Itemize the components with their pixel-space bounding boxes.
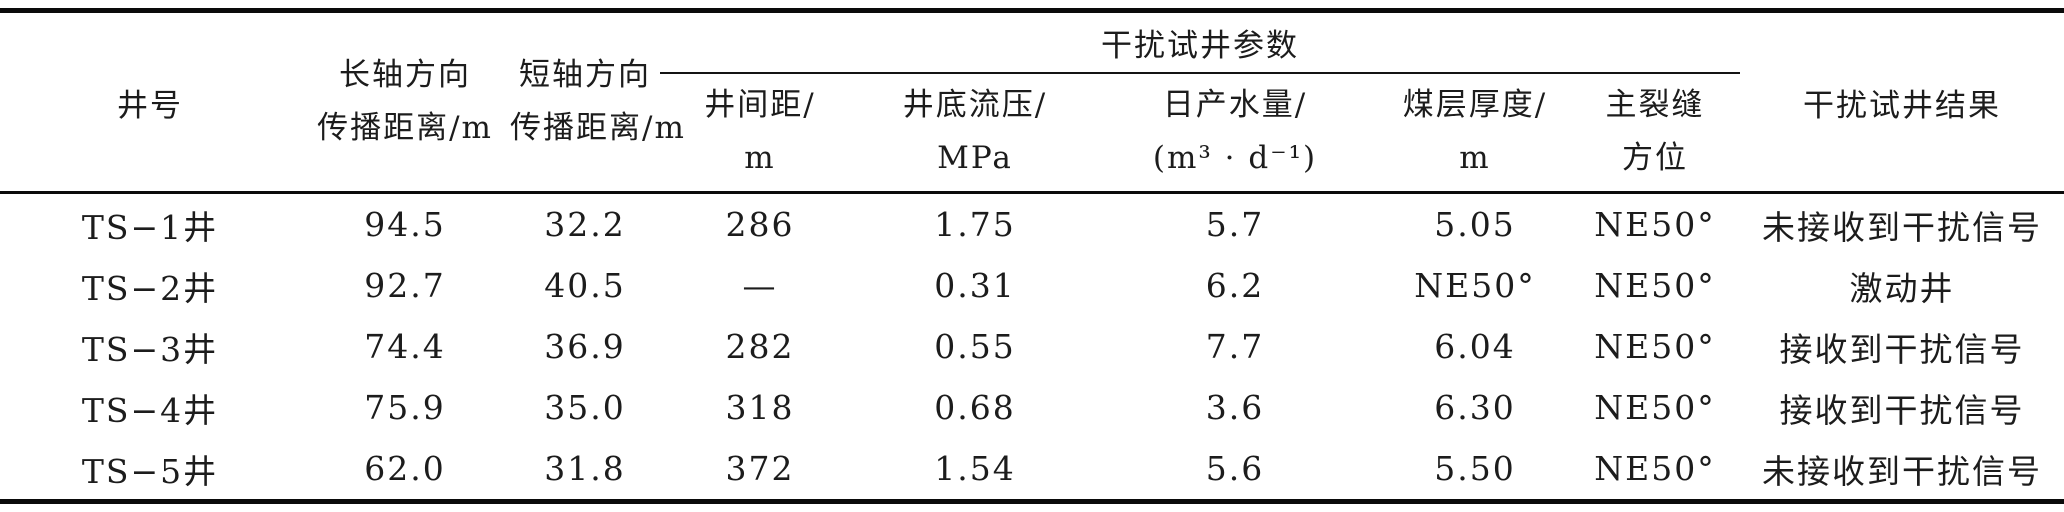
cell-well-spacing: 286 [660, 191, 860, 255]
col-header-daily-water-line1: 日产水量/ [1162, 86, 1308, 123]
cell-bottomhole-pressure: 0.55 [934, 327, 1016, 366]
cell-long-axis: 75.9 [364, 388, 446, 427]
col-header-long-axis-line1: 长轴方向 [339, 56, 471, 93]
cell-well-id: TS−5井 [81, 451, 219, 491]
col-header-well-spacing: 井间距/ m [660, 73, 860, 193]
cell-main-fracture: NE50° [1594, 449, 1716, 488]
cell-coal-thickness: NE50° [1414, 266, 1536, 305]
table-row-ts5: TS−5井 62.0 31.8 372 1.54 5.6 5.50 NE50° … [0, 438, 2064, 502]
cell-daily-water: 6.2 [1205, 266, 1265, 305]
interference-well-test-table: 井号 长轴方向 传播距离/m 短轴方向 传播距离/m 干扰试井参数 干扰试井结果… [0, 8, 2064, 504]
col-header-daily-water-output: 日产水量/ (m³ · d⁻¹) [1090, 73, 1380, 193]
cell-bottomhole-pressure: 0.68 [934, 388, 1016, 427]
cell-test-result: 未接收到干扰信号 [1762, 451, 2043, 491]
col-header-long-axis-line2: 传播距离/m [317, 110, 493, 146]
cell-well-spacing: — [742, 266, 778, 305]
cell-daily-water: 3.6 [1205, 388, 1265, 427]
header-row-sub: 井间距/ m 井底流压/ MPa 日产水量/ (m³ · d⁻¹) 煤层厚度/ … [0, 73, 2064, 193]
cell-short-axis: 36.9 [544, 327, 626, 366]
col-header-short-axis-line1: 短轴方向 [519, 56, 651, 93]
cell-long-axis: 92.7 [364, 266, 446, 305]
cell-coal-thickness: 5.05 [1380, 191, 1570, 255]
cell-long-axis: 62.0 [364, 449, 446, 488]
cell-well-id: TS−1井 [0, 191, 300, 255]
col-header-bottomhole-pressure: 井底流压/ MPa [860, 73, 1090, 193]
cell-well-spacing: 318 [725, 388, 795, 427]
col-header-short-axis-distance: 短轴方向 传播距离/m [510, 11, 686, 193]
cell-test-result: 未接收到干扰信号 [1740, 191, 2064, 255]
cell-well-spacing: 372 [725, 449, 795, 488]
cell-well-id: TS−3井 [81, 329, 219, 369]
cell-short-axis: 32.2 [510, 191, 660, 255]
cell-test-result: 激动井 [1849, 268, 1955, 308]
cell-main-fracture: NE50° [1594, 388, 1716, 427]
col-header-coal-seam-thickness: 煤层厚度/ m [1380, 73, 1570, 193]
col-header-bottomhole-pressure-line1: 井底流压/ [902, 86, 1048, 123]
cell-bottomhole-pressure: 1.54 [934, 449, 1016, 488]
cell-test-result: 接收到干扰信号 [1779, 329, 2025, 369]
cell-test-result: 接收到干扰信号 [1779, 390, 2025, 430]
table-row-ts1: TS−1井 94.5 32.2 286 1.75 5.7 5.05 NE50° … [0, 191, 2064, 255]
col-header-main-fracture-line2: 方位 [1622, 140, 1689, 177]
table-body: TS−1井 94.5 32.2 286 1.75 5.7 5.05 NE50° … [0, 191, 2064, 502]
col-header-well-id: 井号 [117, 87, 183, 124]
cell-bottomhole-pressure: 0.31 [934, 266, 1016, 305]
cell-long-axis: 94.5 [300, 191, 510, 255]
table-row-ts2: TS−2井 92.7 40.5 — 0.31 6.2 NE50° NE50° 激… [0, 255, 2064, 316]
cell-daily-water: 7.7 [1205, 327, 1265, 366]
cell-well-id: TS−2井 [81, 268, 219, 308]
cell-coal-thickness: 6.04 [1434, 327, 1516, 366]
cell-main-fracture: NE50° [1594, 327, 1716, 366]
table-row-ts4: TS−4井 75.9 35.0 318 0.68 3.6 6.30 NE50° … [0, 377, 2064, 438]
cell-coal-thickness: 5.50 [1434, 449, 1516, 488]
cell-daily-water: 5.7 [1090, 191, 1380, 255]
cell-coal-thickness: 6.30 [1434, 388, 1516, 427]
cell-daily-water: 5.6 [1205, 449, 1265, 488]
col-header-long-axis-distance: 长轴方向 传播距离/m [300, 11, 510, 193]
col-header-well-spacing-line1: 井间距/ [704, 86, 816, 123]
col-header-coal-thickness-line1: 煤层厚度/ [1402, 86, 1548, 123]
cell-main-fracture: NE50° [1570, 191, 1741, 255]
col-header-main-fracture-line1: 主裂缝 [1605, 86, 1705, 123]
header-row-top: 井号 长轴方向 传播距离/m 短轴方向 传播距离/m 干扰试井参数 干扰试井结果 [0, 10, 2064, 146]
cell-main-fracture: NE50° [1594, 266, 1716, 305]
col-header-well-spacing-line2: m [744, 140, 776, 177]
col-header-daily-water-line2: (m³ · d⁻¹) [1152, 140, 1318, 177]
cell-short-axis: 40.5 [544, 266, 626, 305]
col-header-coal-thickness-line2: m [1459, 140, 1491, 177]
cell-bottomhole-pressure: 1.75 [860, 191, 1090, 255]
group-header-interference-test-params: 干扰试井参数 [660, 10, 1741, 74]
table-header: 井号 长轴方向 传播距离/m 短轴方向 传播距离/m 干扰试井参数 干扰试井结果… [0, 10, 2064, 193]
col-header-short-axis-line2: 传播距离/m [510, 110, 686, 146]
col-header-main-fracture-azimuth: 主裂缝 方位 [1570, 73, 1740, 193]
cell-long-axis: 74.4 [364, 327, 446, 366]
cell-short-axis: 35.0 [544, 388, 626, 427]
table-row-ts3: TS−3井 74.4 36.9 282 0.55 7.7 6.04 NE50° … [0, 316, 2064, 377]
col-header-bottomhole-pressure-line2: MPa [937, 140, 1013, 177]
cell-short-axis: 31.8 [544, 449, 626, 488]
cell-well-id: TS−4井 [81, 390, 219, 430]
cell-well-spacing: 282 [725, 327, 795, 366]
col-header-test-result: 干扰试井结果 [1803, 87, 2002, 124]
